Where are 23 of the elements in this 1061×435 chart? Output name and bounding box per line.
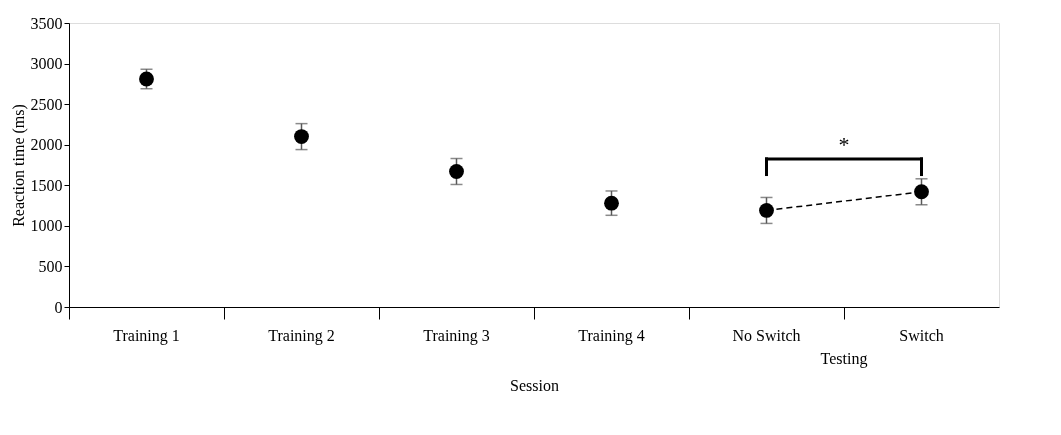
- x-tick-label: Training 1: [113, 326, 180, 345]
- point: [759, 203, 774, 218]
- y-tick-label: 1000: [30, 217, 63, 235]
- text: Testing: [820, 350, 868, 368]
- x-axis-title: Session: [510, 376, 559, 394]
- point: [604, 195, 619, 211]
- y-axis-title: Reaction time (ms): [9, 104, 28, 227]
- point: [914, 184, 929, 200]
- y-tick-label: 1500: [30, 176, 63, 194]
- y-tick-label: 3500: [30, 14, 63, 32]
- x-tick-label: Training 2: [268, 326, 335, 345]
- x-tick-label: Training 3: [423, 326, 490, 345]
- x-tick-label: Switch: [899, 326, 944, 344]
- annotation: *: [838, 131, 850, 157]
- x-tick-label: Training 4: [578, 326, 645, 345]
- y-tick-label: 3000: [30, 55, 63, 73]
- point: [294, 129, 309, 144]
- y-tick-label: 2500: [30, 95, 63, 113]
- x-tick-label: No Switch: [732, 326, 801, 344]
- y-tick-label: 500: [38, 257, 63, 275]
- y-tick-label: 2000: [30, 136, 63, 154]
- y-tick-label: 0: [54, 298, 63, 316]
- point: [449, 164, 464, 179]
